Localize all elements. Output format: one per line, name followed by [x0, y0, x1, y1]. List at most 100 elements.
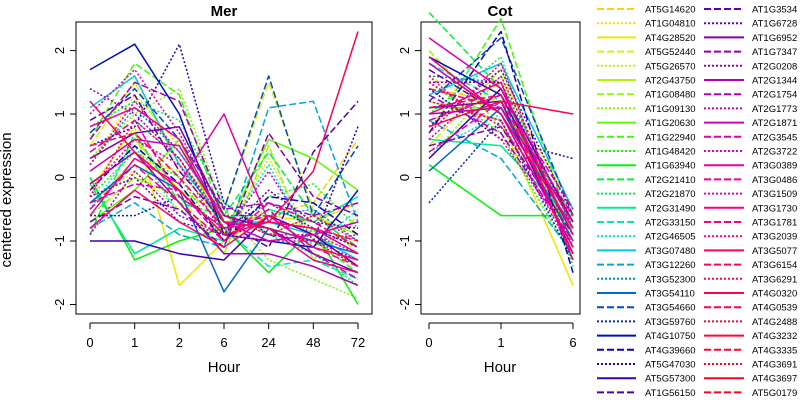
x-tick-label: 1 [497, 335, 504, 350]
legend-label: AT3G0389 [752, 161, 797, 172]
legend-label: AT1G48420 [645, 147, 696, 158]
x-tick-label: 2 [176, 335, 183, 350]
series-group-mer [89, 31, 359, 305]
legend-label: AT2G43750 [645, 76, 696, 87]
y-tick-label: -2 [397, 299, 412, 311]
x-axis-cot: 0 1 6 [425, 322, 577, 350]
legend-label: AT3G1781 [752, 218, 797, 229]
legend-label: AT1G6728 [752, 19, 797, 30]
legend-label: AT2G31490 [645, 203, 696, 214]
y-axis-mer: -2 -1 0 1 2 [52, 47, 76, 310]
series-line-cot-AT3G5077 [428, 94, 574, 255]
legend-label: AT3G5077 [752, 246, 797, 257]
legend-label: AT3G12260 [645, 260, 696, 271]
legend-label: AT5G47030 [645, 360, 696, 371]
series-line-cot-AT3G1730 [428, 87, 574, 223]
legend-label: AT1G22940 [645, 132, 696, 143]
legend-label: AT2G21410 [645, 175, 696, 186]
legend-label: AT2G1754 [752, 90, 797, 101]
legend-label: AT1G04810 [645, 19, 696, 30]
legend-label: AT1G6952 [752, 33, 797, 44]
legend-label: AT3G52300 [645, 274, 696, 285]
legend-label: AT3G59760 [645, 317, 696, 328]
series-line-mer-AT3G2039 [89, 189, 359, 261]
chart-title-mer: Mer [211, 3, 238, 20]
chart-title-cot: Cot [488, 3, 513, 20]
x-tick-label: 6 [569, 335, 576, 350]
legend-label: AT5G0179 [752, 388, 797, 399]
legend-label: AT2G1871 [752, 118, 797, 129]
legend-label: AT2G46505 [645, 232, 696, 243]
x-tick-label: 6 [220, 335, 227, 350]
x-axis-label-mer: Hour [208, 359, 241, 376]
y-tick-label: 2 [52, 47, 67, 54]
legend-label: AT5G14620 [645, 5, 696, 16]
legend-label: AT1G63940 [645, 161, 696, 172]
series-line-cot-AT1G63940 [428, 164, 573, 217]
legend-label: AT4G10750 [645, 331, 696, 342]
legend-label: AT3G54110 [645, 289, 695, 300]
legend-label: AT3G1730 [752, 203, 797, 214]
legend-label: AT3G07480 [645, 246, 696, 257]
series-line-cot-AT2G1754 [428, 75, 574, 229]
legend-label: AT3G0486 [752, 175, 797, 186]
series-line-mer-AT1G3534 [89, 176, 359, 236]
x-tick-label: 0 [425, 335, 432, 350]
series-line-cot-AT3G59760 [428, 119, 574, 261]
series-line-mer-AT3G59760 [90, 195, 359, 248]
series-line-mer-AT2G3722 [89, 113, 359, 255]
plot-area-mer [75, 21, 373, 315]
x-tick-label: 1 [131, 335, 138, 350]
y-tick-label: 2 [397, 47, 412, 54]
legend-label: AT1G20630 [645, 118, 696, 129]
y-tick-label: -1 [52, 235, 67, 247]
legend-label: AT2G3545 [752, 132, 797, 143]
legend-label: AT5G57300 [645, 374, 696, 385]
legend-label: AT4G2488 [752, 317, 797, 328]
x-tick-label: 0 [86, 335, 93, 350]
series-line-mer-AT3G54660 [89, 75, 359, 217]
legend-label: AT2G21870 [645, 189, 696, 200]
legend-label: AT3G1509 [752, 189, 797, 200]
legend-label: AT4G28520 [645, 33, 696, 44]
x-axis-label-cot: Hour [484, 359, 517, 376]
legend-label: AT2G1773 [752, 104, 797, 115]
legend-label: AT4G0320 [752, 289, 797, 300]
legend-label: AT4G3232 [752, 331, 797, 342]
legend-label: AT5G26570 [645, 61, 696, 72]
chart-panel-mer: Mer -2 -1 0 1 2 0 1 2 6 24 48 72 Hour [52, 3, 373, 376]
x-tick-label: 48 [306, 335, 320, 350]
series-line-cot-AT3G12260 [428, 119, 574, 255]
legend-label: AT4G3697 [752, 374, 797, 385]
legend-label: AT1G56150 [645, 388, 696, 399]
legend-label: AT5G52440 [645, 47, 696, 58]
legend-label: AT1G7347 [752, 47, 797, 58]
legend-label: AT4G3335 [752, 345, 797, 356]
y-tick-label: 0 [52, 174, 67, 181]
legend-label: AT2G1344 [752, 76, 797, 87]
legend-label: AT3G54660 [645, 303, 696, 314]
series-line-mer-AT3G5077 [89, 132, 359, 242]
x-tick-label: 72 [351, 335, 365, 350]
series-line-cot-AT1G3534 [428, 68, 574, 216]
chart-panel-cot: Cot -2 -1 0 1 2 0 1 6 Hour [397, 3, 581, 376]
legend-label: AT1G09130 [645, 104, 696, 115]
series-line-cot-AT3G2039 [428, 56, 574, 229]
y-tick-label: 1 [397, 110, 412, 117]
x-tick-label: 24 [261, 335, 275, 350]
legend-label: AT2G0208 [752, 61, 797, 72]
series-group-cot [428, 11, 574, 286]
legend-label: AT2G33150 [645, 218, 696, 229]
series-line-cot-AT2G1344 [428, 94, 574, 242]
legend: AT5G14620 AT1G04810 AT4G28520 AT5G52440 AT5G… [597, 5, 797, 399]
y-axis-cot: -2 -1 0 1 2 [397, 47, 421, 310]
legend-label: AT4G0539 [752, 303, 797, 314]
legend-label: AT4G39660 [645, 345, 696, 356]
y-axis-label: centered expression [0, 132, 15, 267]
series-line-cot-AT3G6154 [428, 81, 574, 217]
legend-label: AT2G3722 [752, 147, 797, 158]
series-line-mer-AT1G56150 [89, 94, 359, 249]
legend-label: AT3G6291 [752, 274, 797, 285]
x-axis-mer: 0 1 2 6 24 48 72 [86, 322, 365, 350]
